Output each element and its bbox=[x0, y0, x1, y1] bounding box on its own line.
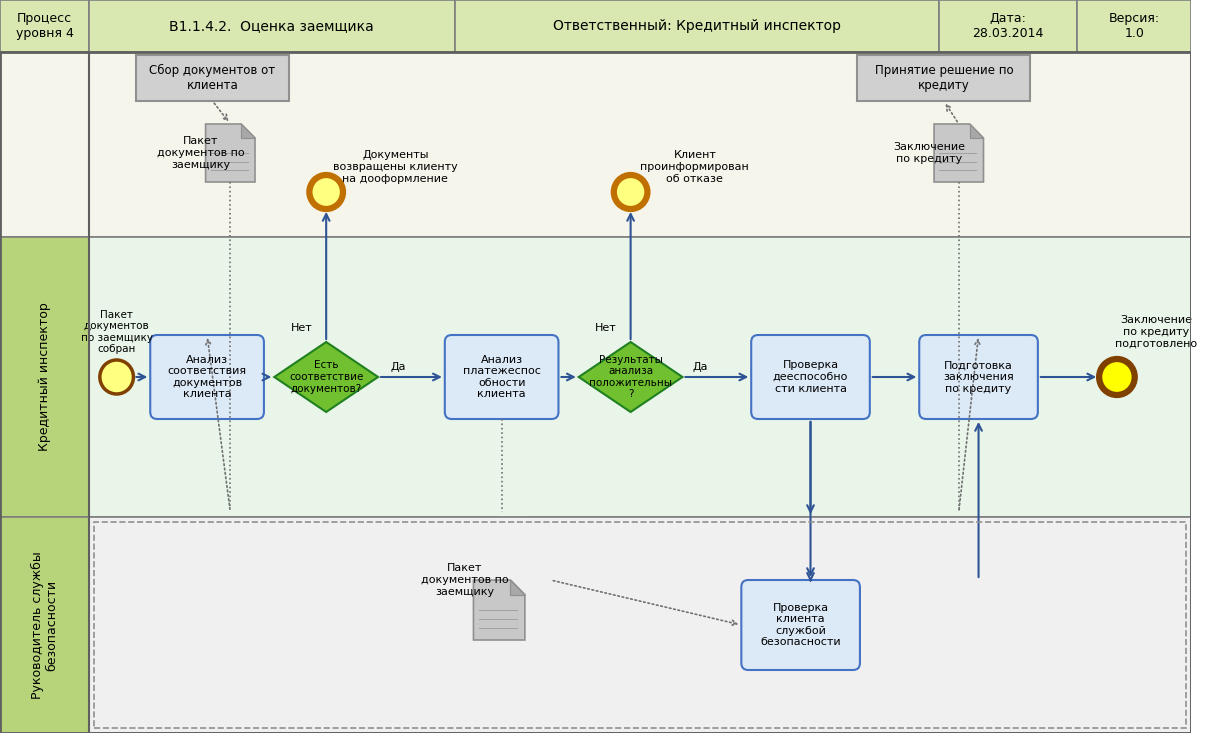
Polygon shape bbox=[970, 124, 983, 138]
Text: Нет: Нет bbox=[290, 323, 312, 333]
Bar bbox=[0, 517, 89, 733]
Polygon shape bbox=[511, 580, 525, 594]
Text: Пакет
документов по
заемщику: Пакет документов по заемщику bbox=[157, 136, 245, 169]
Bar bbox=[0, 237, 1191, 517]
FancyArrowPatch shape bbox=[553, 581, 736, 625]
FancyArrowPatch shape bbox=[1041, 374, 1094, 380]
FancyBboxPatch shape bbox=[445, 335, 558, 419]
FancyArrowPatch shape bbox=[136, 374, 145, 380]
FancyArrowPatch shape bbox=[959, 339, 980, 509]
Text: Ответственный: Кредитный инспектор: Ответственный: Кредитный инспектор bbox=[553, 19, 841, 33]
FancyArrowPatch shape bbox=[686, 374, 746, 380]
Bar bbox=[0, 0, 1191, 52]
Bar bbox=[1077, 0, 1191, 52]
Circle shape bbox=[613, 175, 647, 209]
Text: Принятие решение по
кредиту: Принятие решение по кредиту bbox=[875, 64, 1013, 92]
Text: Да: Да bbox=[693, 362, 709, 372]
FancyArrowPatch shape bbox=[214, 103, 228, 120]
Text: Процесс
уровня 4: Процесс уровня 4 bbox=[16, 12, 74, 40]
FancyBboxPatch shape bbox=[151, 335, 264, 419]
Polygon shape bbox=[206, 124, 255, 182]
Text: Нет: Нет bbox=[595, 323, 617, 333]
Text: Сбор документов от
клиента: Сбор документов от клиента bbox=[149, 64, 276, 92]
Text: Результаты
анализа
положительны
?: Результаты анализа положительны ? bbox=[589, 355, 672, 399]
FancyArrowPatch shape bbox=[807, 573, 813, 581]
Bar bbox=[0, 237, 89, 517]
FancyArrowPatch shape bbox=[946, 105, 957, 122]
Text: Пакет
документов
по заемщику
собран: Пакет документов по заемщику собран bbox=[81, 309, 153, 354]
Bar bbox=[136, 55, 289, 101]
Bar bbox=[858, 55, 1030, 101]
Polygon shape bbox=[474, 580, 525, 640]
Text: Анализ
платежеспос
обности
клиента: Анализ платежеспос обности клиента bbox=[463, 355, 541, 399]
Polygon shape bbox=[578, 342, 682, 412]
Bar bbox=[939, 0, 1077, 52]
FancyBboxPatch shape bbox=[751, 335, 870, 419]
Text: Проверка
дееспособно
сти клиента: Проверка дееспособно сти клиента bbox=[772, 361, 848, 394]
Polygon shape bbox=[275, 342, 378, 412]
FancyArrowPatch shape bbox=[263, 374, 269, 380]
Bar bbox=[0, 517, 1191, 733]
Circle shape bbox=[1099, 359, 1135, 395]
Bar bbox=[89, 0, 454, 52]
Circle shape bbox=[310, 175, 343, 209]
FancyArrowPatch shape bbox=[562, 374, 574, 380]
Polygon shape bbox=[241, 124, 255, 138]
Text: Дата:
28.03.2014: Дата: 28.03.2014 bbox=[972, 12, 1044, 40]
Bar bbox=[0, 52, 1191, 237]
FancyBboxPatch shape bbox=[741, 580, 860, 670]
FancyArrowPatch shape bbox=[872, 374, 915, 380]
Text: Пакет
документов по
заемщику: Пакет документов по заемщику bbox=[421, 564, 509, 597]
FancyArrowPatch shape bbox=[381, 374, 440, 380]
Text: Анализ
соответствия
документов
клиента: Анализ соответствия документов клиента bbox=[167, 355, 247, 399]
Text: Да: Да bbox=[390, 362, 406, 372]
Text: В1.1.4.2.  Оценка заемщика: В1.1.4.2. Оценка заемщика bbox=[170, 19, 375, 33]
FancyArrowPatch shape bbox=[323, 214, 329, 339]
Bar bbox=[94, 522, 1186, 728]
FancyArrowPatch shape bbox=[206, 339, 230, 509]
Text: Клиент
проинформирован
об отказе: Клиент проинформирован об отказе bbox=[641, 150, 750, 183]
Text: Проверка
клиента
службой
безопасности: Проверка клиента службой безопасности bbox=[760, 603, 841, 647]
Text: Кредитный инспектор: Кредитный инспектор bbox=[39, 303, 51, 452]
Circle shape bbox=[100, 360, 134, 394]
Bar bbox=[0, 0, 89, 52]
Bar bbox=[454, 0, 939, 52]
FancyBboxPatch shape bbox=[919, 335, 1038, 419]
Text: Документы
возвращены клиенту
на дооформление: Документы возвращены клиенту на дооформл… bbox=[333, 150, 458, 183]
Text: Есть
соответствие
документов?: Есть соответствие документов? bbox=[289, 361, 364, 394]
FancyArrowPatch shape bbox=[807, 421, 813, 512]
FancyArrowPatch shape bbox=[628, 214, 634, 339]
Polygon shape bbox=[934, 124, 983, 182]
Text: Заключение
по кредиту: Заключение по кредиту bbox=[893, 142, 965, 163]
Text: Подготовка
заключения
по кредиту: Подготовка заключения по кредиту bbox=[944, 361, 1013, 394]
Text: Версия:
1.0: Версия: 1.0 bbox=[1109, 12, 1159, 40]
Text: Заключение
по кредиту
подготовлено: Заключение по кредиту подготовлено bbox=[1116, 315, 1198, 349]
Text: Руководитель службы
безопасности: Руководитель службы безопасности bbox=[30, 551, 59, 699]
